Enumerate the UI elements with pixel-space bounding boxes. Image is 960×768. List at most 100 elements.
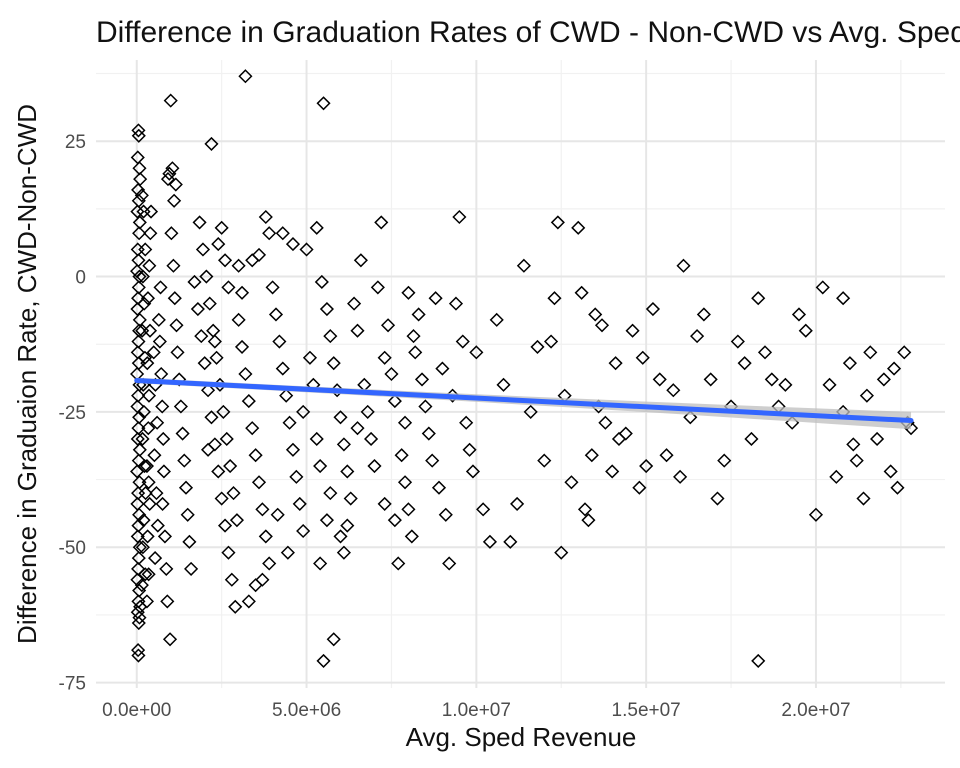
data-point: [141, 388, 157, 403]
data-point: [676, 258, 691, 273]
grid: [96, 60, 945, 688]
data-point: [842, 356, 857, 371]
data-point: [131, 334, 146, 349]
data-point: [175, 426, 190, 441]
data-point: [170, 345, 185, 360]
data-point: [377, 350, 392, 365]
data-point: [645, 301, 661, 317]
data-point: [377, 496, 392, 511]
data-point: [425, 453, 440, 468]
data-point: [258, 529, 273, 544]
data-point: [168, 177, 183, 192]
data-point: [221, 280, 236, 295]
data-point: [462, 442, 477, 457]
data-point: [815, 280, 830, 295]
data-point: [710, 491, 725, 506]
data-point: [323, 329, 338, 344]
x-tick-label: 0.0e+00: [102, 700, 171, 721]
data-point: [547, 291, 562, 306]
data-point: [323, 486, 338, 501]
data-point: [411, 307, 426, 322]
y-axis-title: Difference in Graduaion Rate, CWD-Non-CW…: [12, 104, 42, 644]
data-point: [482, 534, 497, 549]
data-point: [537, 453, 552, 468]
data-point: [292, 496, 307, 511]
data-point: [571, 220, 586, 235]
data-point: [207, 437, 222, 452]
data-point: [455, 334, 470, 349]
data-point: [199, 269, 214, 284]
data-point: [764, 372, 779, 387]
data-point: [187, 274, 202, 290]
data-point: [248, 578, 263, 593]
data-point: [131, 643, 146, 658]
data-point: [132, 610, 147, 625]
data-point: [751, 653, 766, 668]
data-point: [245, 421, 260, 436]
data-point: [142, 258, 157, 273]
data-point: [279, 388, 294, 403]
data-point: [140, 291, 156, 306]
data-point: [397, 475, 413, 490]
data-point: [206, 323, 221, 338]
data-point: [401, 502, 416, 517]
data-point: [717, 453, 732, 468]
data-point: [132, 161, 147, 176]
x-tick-label: 1.5e+07: [612, 700, 681, 721]
data-point: [248, 448, 263, 463]
data-point: [130, 431, 145, 447]
data-point: [459, 415, 474, 430]
data-point: [476, 502, 491, 517]
x-tick-label: 1.0e+07: [442, 700, 511, 721]
data-point: [289, 469, 304, 484]
data-point: [333, 529, 348, 544]
data-point: [132, 442, 147, 457]
data-point: [554, 545, 569, 560]
data-point: [224, 572, 239, 587]
trend-line-group: [134, 377, 914, 430]
data-point: [319, 301, 334, 317]
data-point: [131, 594, 146, 609]
x-axis-title: Avg. Sped Revenue: [406, 722, 637, 752]
data-point: [214, 491, 229, 506]
data-point: [157, 529, 172, 544]
data-point: [387, 513, 402, 528]
data-point: [336, 437, 351, 452]
data-point: [798, 323, 813, 338]
data-point: [270, 507, 285, 522]
data-point: [135, 540, 150, 555]
data-point: [431, 480, 447, 495]
data-point: [452, 209, 467, 225]
data-point: [234, 339, 250, 354]
data-point: [778, 377, 793, 392]
data-point: [131, 486, 146, 501]
data-point: [659, 448, 674, 463]
data-point: [302, 350, 318, 365]
data-point: [137, 350, 152, 365]
data-point: [408, 345, 423, 360]
data-point: [343, 491, 358, 506]
data-point: [194, 329, 209, 344]
data-point: [503, 534, 518, 549]
data-point: [140, 529, 155, 544]
data-point: [280, 545, 295, 560]
data-point: [143, 226, 158, 241]
data-point: [150, 518, 165, 533]
data-point: [319, 513, 334, 528]
y-tick-label: -25: [59, 403, 86, 424]
data-point: [639, 458, 654, 474]
data-point: [142, 323, 158, 338]
data-point: [167, 291, 182, 306]
data-point: [136, 513, 151, 528]
data-point: [577, 502, 593, 517]
data-point: [438, 507, 453, 522]
data-point: [275, 361, 290, 376]
data-point: [146, 345, 161, 360]
data-point: [544, 334, 559, 349]
data-point: [275, 226, 290, 241]
data-point: [238, 366, 253, 382]
data-point: [262, 556, 277, 571]
data-point: [166, 258, 181, 273]
data-point: [155, 496, 170, 511]
